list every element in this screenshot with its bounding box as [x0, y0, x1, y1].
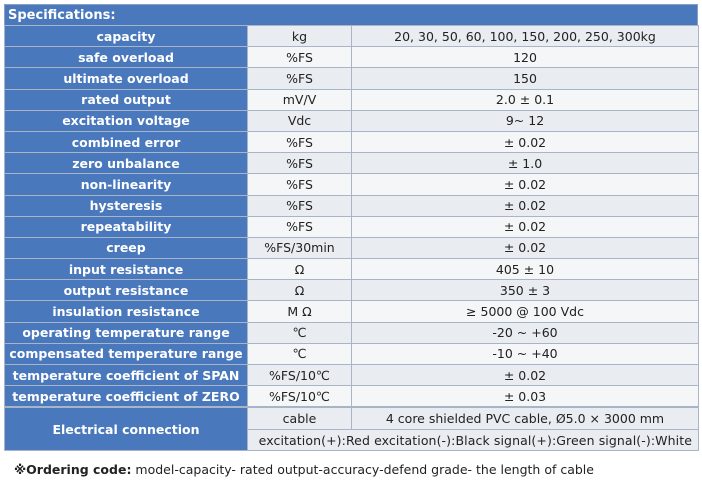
- electrical-connection-label: Electrical connection: [4, 407, 248, 452]
- spec-unit: %FS: [247, 67, 352, 90]
- spec-row: input resistance Ω 405 ± 10: [4, 258, 699, 281]
- spec-param: insulation resistance: [4, 300, 248, 323]
- spec-row: output resistance Ω 350 ± 3: [4, 279, 699, 302]
- spec-row: ultimate overload %FS 150: [4, 67, 699, 90]
- spec-param: excitation voltage: [4, 109, 248, 132]
- spec-table-body: capacity kg 20, 30, 50, 60, 100, 150, 200,…: [4, 24, 699, 408]
- spec-unit: kg: [247, 24, 352, 48]
- spec-param: non-linearity: [4, 173, 248, 196]
- spec-unit: ℃: [247, 321, 352, 344]
- spec-value: ± 0.02: [351, 173, 699, 196]
- spec-sheet: Specifications: capacity kg 20, 30, 50, 60…: [4, 4, 699, 452]
- spec-param: zero unbalance: [4, 152, 248, 175]
- spec-unit: %FS: [247, 46, 352, 69]
- electrical-row-cable: Electrical connection cable 4 core shiel…: [4, 407, 699, 452]
- spec-value: ± 0.02: [351, 236, 699, 260]
- spec-row: non-linearity %FS ± 0.02: [4, 173, 699, 196]
- spec-param: capacity: [4, 24, 248, 48]
- spec-row: rated output mV/V 2.0 ± 0.1: [4, 88, 699, 111]
- spec-param: creep: [4, 236, 248, 260]
- cable-value: 4 core shielded PVC cable, Ø5.0 × 3000 m…: [351, 407, 699, 430]
- spec-row: creep %FS/30min ± 0.02: [4, 236, 699, 260]
- spec-param: hysteresis: [4, 194, 248, 217]
- spec-value: ± 0.03: [351, 385, 699, 408]
- electrical-table: Electrical connection cable 4 core shiel…: [4, 407, 699, 452]
- spec-value: ± 0.02: [351, 215, 699, 238]
- spec-title: Specifications:: [4, 4, 698, 25]
- spec-row: repeatability %FS ± 0.02: [4, 215, 699, 238]
- spec-row: insulation resistance M Ω ≥ 5000 @ 100 Vdc: [4, 300, 699, 323]
- spec-row: hysteresis %FS ± 0.02: [4, 194, 699, 217]
- spec-param: combined error: [4, 130, 248, 154]
- spec-value: 150: [351, 67, 699, 90]
- spec-param: compensated temperature range: [4, 342, 248, 366]
- spec-param: safe overload: [4, 46, 248, 69]
- spec-value: ≥ 5000 @ 100 Vdc: [351, 300, 699, 323]
- spec-value: -10 ~ +40: [351, 342, 699, 366]
- spec-unit: %FS/10℃: [247, 363, 352, 387]
- spec-value: 120: [351, 46, 699, 69]
- spec-row: capacity kg 20, 30, 50, 60, 100, 150, 200,…: [4, 24, 699, 48]
- electrical-row-wiring: excitation(+):Red excitation(-):Black si…: [5, 428, 699, 452]
- spec-row: zero unbalance %FS ± 1.0: [4, 152, 699, 175]
- spec-unit: ℃: [247, 342, 352, 366]
- spec-unit: %FS/10℃: [247, 385, 352, 408]
- spec-unit: %FS: [247, 215, 352, 238]
- spec-value: -20 ~ +60: [351, 321, 699, 344]
- spec-row: temperature coefficient of ZERO %FS/10℃ ± …: [4, 385, 699, 408]
- spec-unit: %FS: [247, 152, 352, 175]
- spec-value: ± 0.02: [351, 194, 699, 217]
- spec-row: safe overload %FS 120: [4, 46, 699, 69]
- spec-unit: M Ω: [247, 300, 352, 323]
- spec-param: ultimate overload: [4, 67, 248, 90]
- spec-row: combined error %FS ± 0.02: [4, 130, 699, 154]
- spec-unit: Ω: [247, 258, 352, 281]
- spec-unit: %FS: [247, 173, 352, 196]
- ordering-code-note: ※Ordering code: model-capacity- rated ou…: [14, 462, 594, 477]
- spec-value: 350 ± 3: [351, 279, 699, 302]
- ordering-code-text: model-capacity- rated output-accuracy-de…: [131, 462, 594, 477]
- spec-param: operating temperature range: [4, 321, 248, 344]
- spec-unit: %FS/30min: [247, 236, 352, 260]
- spec-value: ± 0.02: [351, 130, 699, 154]
- spec-unit: Vdc: [247, 109, 352, 132]
- spec-unit: %FS: [247, 130, 352, 154]
- spec-unit: Ω: [247, 279, 352, 302]
- spec-unit: mV/V: [247, 88, 352, 111]
- spec-row: temperature coefficient of SPAN %FS/10℃ ± …: [4, 363, 699, 387]
- ordering-code-label: ※Ordering code:: [14, 462, 132, 477]
- spec-value: ± 1.0: [351, 152, 699, 175]
- spec-param: rated output: [4, 88, 248, 111]
- spec-table: capacity kg 20, 30, 50, 60, 100, 150, 200,…: [4, 24, 699, 408]
- spec-param: input resistance: [4, 258, 248, 281]
- spec-value: 9~ 12: [351, 109, 699, 132]
- cable-label: cable: [247, 407, 352, 430]
- spec-unit: %FS: [247, 194, 352, 217]
- spec-row: excitation voltage Vdc 9~ 12: [4, 109, 699, 132]
- spec-row: compensated temperature range ℃ -10 ~ +40: [4, 342, 699, 366]
- spec-param: temperature coefficient of ZERO: [4, 385, 248, 408]
- spec-row: operating temperature range ℃ -20 ~ +60: [4, 321, 699, 344]
- spec-param: temperature coefficient of SPAN: [4, 363, 248, 387]
- spec-value: 405 ± 10: [351, 258, 699, 281]
- spec-param: output resistance: [4, 279, 248, 302]
- spec-value: 2.0 ± 0.1: [351, 88, 699, 111]
- spec-value: ± 0.02: [351, 363, 699, 387]
- spec-param: repeatability: [4, 215, 248, 238]
- wiring-colors: excitation(+):Red excitation(-):Black si…: [247, 428, 699, 452]
- spec-value: 20, 30, 50, 60, 100, 150, 200, 250, 300k…: [351, 24, 699, 48]
